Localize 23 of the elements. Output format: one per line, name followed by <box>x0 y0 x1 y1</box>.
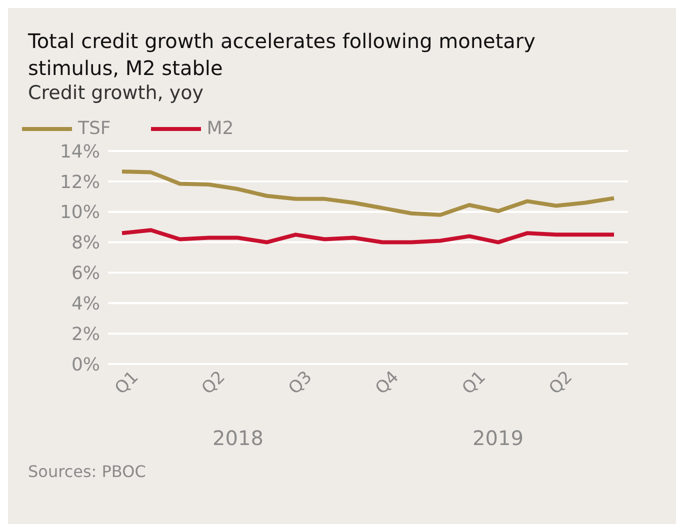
x-tick-label: Q3 <box>284 367 316 399</box>
text: 2018 <box>212 426 264 450</box>
text: 2019 <box>472 426 524 450</box>
y-tick-label: 0% <box>71 354 100 376</box>
legend-label: TSF <box>77 118 111 139</box>
y-tick-label: 6% <box>71 263 100 284</box>
legend-label: M2 <box>206 118 234 139</box>
x-tick-label: Q2 <box>198 367 230 399</box>
y-tick-label: 10% <box>60 202 100 224</box>
chart-title: Total credit growth accelerates following monetary stimulus, M2 stable <box>28 28 536 82</box>
y-tick-label: 12% <box>60 172 100 193</box>
y-tick-label: 4% <box>71 294 100 315</box>
chart-subtitle: Credit growth, yoy <box>28 82 204 104</box>
x-tick-label: Q1 <box>458 367 490 399</box>
line-series <box>120 170 616 217</box>
x-tick-label: Q1 <box>111 367 143 399</box>
line-series <box>120 228 616 244</box>
y-tick-label: 2% <box>71 324 100 345</box>
y-tick-label: 8% <box>71 232 100 254</box>
x-tick-label: Q4 <box>372 367 403 399</box>
y-tick-label: 14% <box>60 141 100 162</box>
source-note: Sources: PBOC <box>28 462 147 481</box>
x-tick-label: Q2 <box>545 367 577 399</box>
